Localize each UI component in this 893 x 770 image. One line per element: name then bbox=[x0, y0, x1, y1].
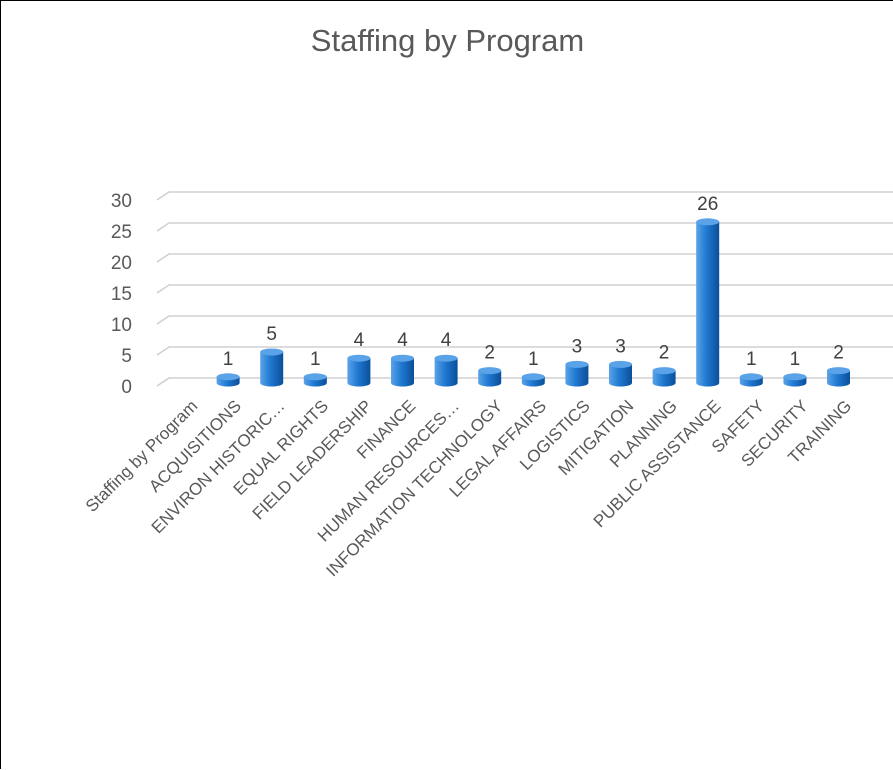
data-label: 4 bbox=[397, 330, 408, 351]
bar bbox=[216, 373, 240, 387]
bar-top bbox=[739, 373, 763, 381]
gridline bbox=[156, 315, 893, 325]
bar bbox=[521, 373, 545, 387]
bar-top bbox=[521, 373, 545, 381]
data-label: 2 bbox=[833, 343, 844, 364]
bar bbox=[739, 373, 763, 387]
bar-body bbox=[827, 370, 850, 387]
bar bbox=[347, 354, 371, 387]
bar-body bbox=[434, 358, 458, 387]
gridline bbox=[156, 253, 893, 263]
y-tick-label: 30 bbox=[111, 191, 132, 212]
gridline bbox=[156, 191, 893, 201]
bar-body bbox=[652, 370, 676, 387]
bar-body bbox=[347, 358, 371, 387]
data-label: 2 bbox=[659, 343, 670, 364]
bar bbox=[652, 367, 676, 387]
data-label: 4 bbox=[354, 330, 365, 351]
chart-title: Staffing by Program bbox=[310, 23, 585, 58]
bar bbox=[391, 354, 414, 387]
bar-body bbox=[565, 364, 589, 387]
y-tick-label: 10 bbox=[111, 315, 132, 336]
bar bbox=[827, 367, 850, 387]
bar bbox=[303, 373, 327, 387]
data-label: 1 bbox=[310, 349, 321, 370]
bar-body bbox=[696, 221, 720, 387]
gridline bbox=[156, 377, 893, 387]
y-tick-label: 20 bbox=[111, 253, 132, 274]
data-label: 4 bbox=[441, 330, 452, 351]
bar bbox=[434, 354, 458, 387]
bar-body bbox=[391, 358, 414, 387]
gridline bbox=[156, 346, 893, 356]
y-tick-label: 5 bbox=[121, 346, 132, 367]
data-labels: 1 5 1 4 4 4 2 1 3 3 2 26 1 1 2 bbox=[223, 194, 844, 370]
bar bbox=[478, 367, 502, 387]
bar-top bbox=[391, 354, 414, 362]
bar-top bbox=[609, 360, 632, 368]
gridlines bbox=[156, 191, 893, 387]
bar-top bbox=[216, 373, 240, 381]
bar bbox=[609, 360, 632, 387]
bar-top bbox=[434, 354, 458, 362]
y-axis-tick-labels: 0 5 10 15 20 25 30 bbox=[111, 191, 132, 398]
bar-body bbox=[609, 364, 632, 387]
data-label: 2 bbox=[484, 343, 495, 364]
data-label: 1 bbox=[790, 349, 801, 370]
bars bbox=[216, 218, 850, 387]
bar-top bbox=[696, 218, 720, 226]
bar bbox=[696, 218, 720, 387]
bar-top bbox=[827, 367, 850, 375]
y-tick-label: 15 bbox=[111, 284, 132, 305]
bar bbox=[783, 373, 807, 387]
bar-top bbox=[783, 373, 807, 381]
y-tick-label: 0 bbox=[121, 377, 132, 398]
bar-top bbox=[565, 360, 589, 368]
bar bbox=[565, 360, 589, 387]
data-label: 3 bbox=[615, 336, 626, 357]
gridline bbox=[156, 222, 893, 232]
data-label: 26 bbox=[697, 194, 718, 215]
data-label: 1 bbox=[223, 349, 234, 370]
bar-body bbox=[478, 370, 502, 387]
data-label: 3 bbox=[572, 336, 583, 357]
gridline bbox=[156, 284, 893, 294]
bar-top bbox=[260, 348, 284, 356]
bar-top bbox=[652, 367, 676, 375]
bar-top bbox=[347, 354, 371, 362]
bar bbox=[260, 348, 284, 387]
bar-body bbox=[260, 352, 284, 387]
data-label: 5 bbox=[266, 324, 277, 345]
data-label: 1 bbox=[528, 349, 539, 370]
bar-top bbox=[303, 373, 327, 381]
data-label: 1 bbox=[746, 349, 757, 370]
bar-top bbox=[478, 367, 502, 375]
y-tick-label: 25 bbox=[111, 222, 132, 243]
